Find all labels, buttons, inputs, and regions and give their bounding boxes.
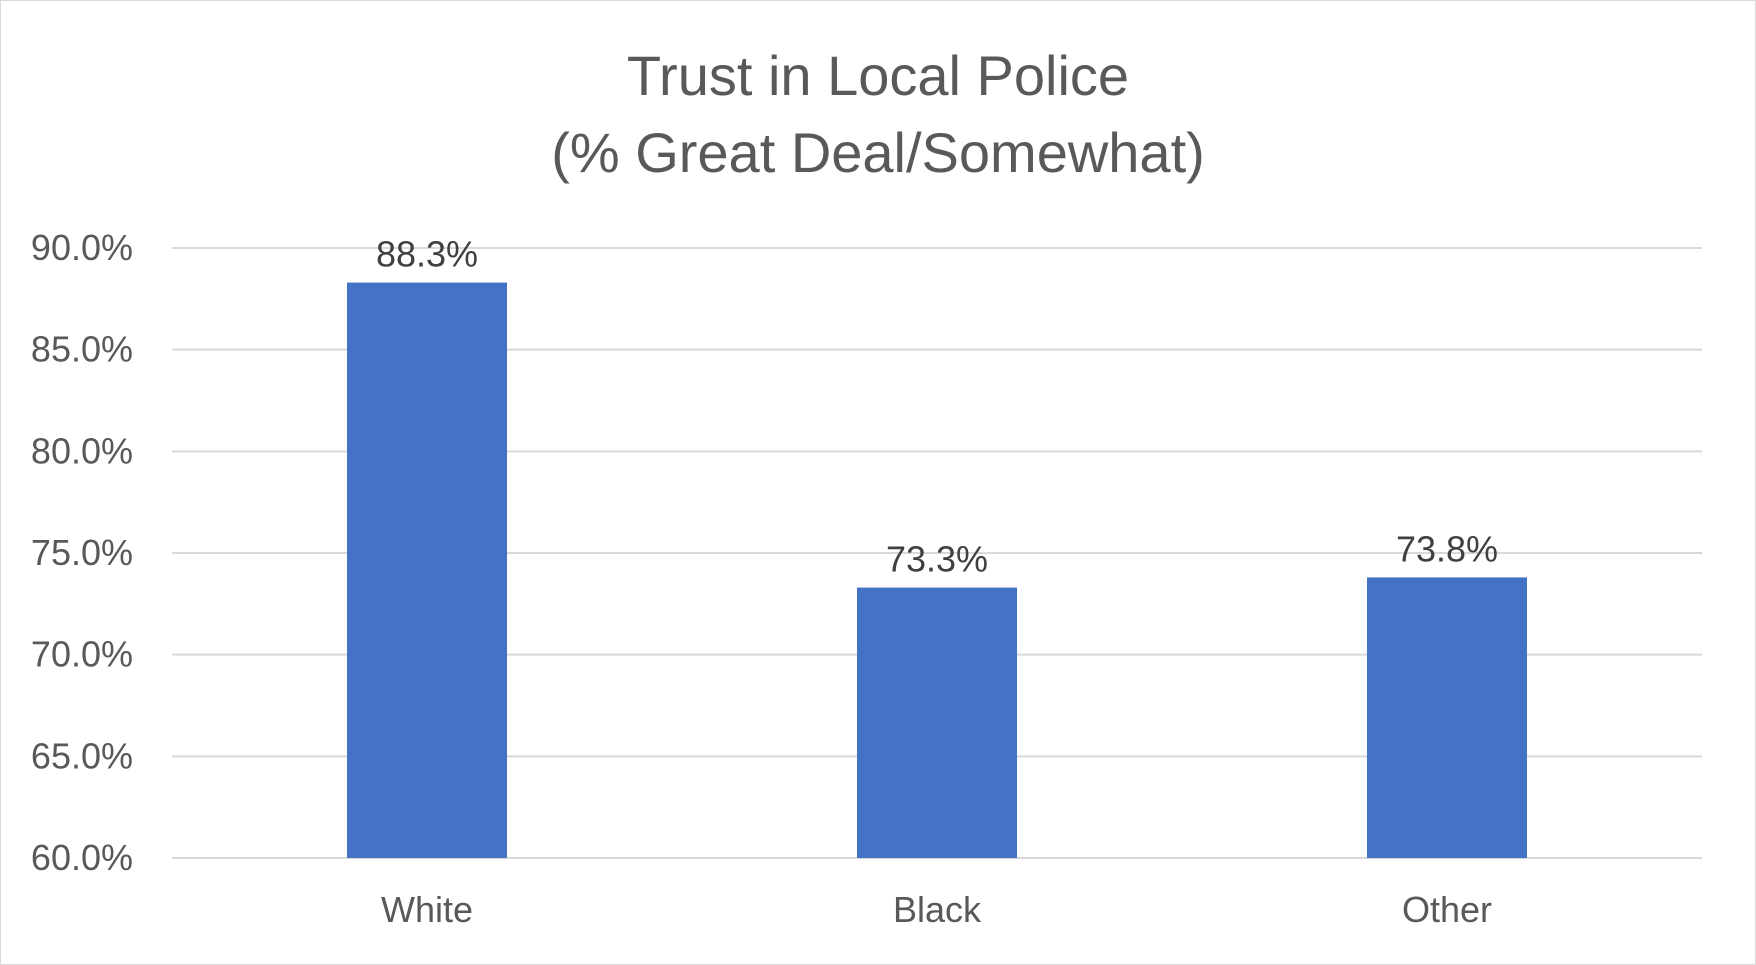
y-tick-label: 75.0% (31, 532, 133, 573)
category-label-white: White (381, 889, 473, 930)
y-tick-label: 60.0% (31, 837, 133, 878)
bar-black (857, 587, 1017, 858)
bars (347, 282, 1527, 859)
chart-title-line-1: Trust in Local Police (626, 44, 1130, 107)
x-axis-category-labels: White Black Other (381, 889, 1492, 930)
bar-white (347, 282, 507, 859)
category-label-black: Black (893, 889, 982, 930)
data-label-black: 73.3% (886, 539, 988, 580)
y-tick-label: 65.0% (31, 735, 133, 776)
data-label-white: 88.3% (376, 234, 478, 275)
y-tick-label: 80.0% (31, 430, 133, 471)
chart-title-line-2: (% Great Deal/Somewhat) (551, 121, 1205, 184)
y-tick-label: 70.0% (31, 634, 133, 675)
category-label-other: Other (1402, 889, 1492, 930)
y-axis-tick-labels: 60.0% 65.0% 70.0% 75.0% 80.0% 85.0% 90.0% (31, 227, 133, 878)
data-label-other: 73.8% (1396, 528, 1498, 569)
y-tick-label: 85.0% (31, 329, 133, 370)
bar-other (1367, 577, 1527, 858)
y-tick-label: 90.0% (31, 227, 133, 268)
data-labels: 88.3% 73.3% 73.8% (376, 234, 1498, 580)
